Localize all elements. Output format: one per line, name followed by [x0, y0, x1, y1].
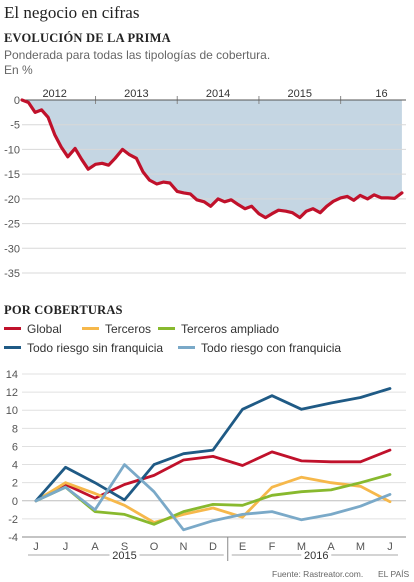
y-tick-label: 8	[12, 423, 18, 435]
legend-swatch	[4, 346, 21, 350]
x-tick-label: O	[150, 541, 159, 553]
x-tick-label: N	[180, 541, 188, 553]
year-label: 2014	[206, 88, 230, 100]
y-tick-label: -10	[4, 144, 20, 156]
x-tick-label: J	[387, 541, 393, 553]
legend-swatch	[158, 327, 175, 331]
chart1-unit: En %	[4, 63, 33, 77]
legend-swatch	[82, 327, 99, 331]
y-tick-label: 2	[12, 478, 18, 490]
y-tick-label: 0	[14, 95, 20, 107]
x-tick-label: F	[269, 541, 276, 553]
year-label: 2016	[304, 550, 328, 562]
y-tick-label: -20	[4, 194, 20, 206]
chart1-subtitle: Ponderada para todas las tipologías de c…	[4, 48, 271, 62]
legend-swatch	[4, 327, 21, 331]
y-tick-label: -2	[8, 514, 18, 526]
series-line	[34, 463, 392, 532]
y-tick-label: 0	[12, 496, 18, 508]
y-tick-label: 12	[6, 387, 18, 399]
y-tick-label: 10	[6, 405, 18, 417]
legend-item: Terceros	[82, 322, 151, 336]
series-line	[34, 473, 392, 526]
x-tick-label: M	[356, 541, 365, 553]
x-tick-label: A	[327, 541, 335, 553]
x-tick-label: E	[239, 541, 246, 553]
y-tick-label: -5	[10, 120, 20, 132]
year-label: 16	[375, 88, 387, 100]
x-tick-label: A	[91, 541, 99, 553]
page-title: El negocio en cifras	[4, 3, 140, 22]
legend-label: Terceros	[105, 322, 152, 336]
year-label: 2013	[124, 88, 148, 100]
legend-item: Todo riesgo con franquicia	[178, 341, 341, 355]
legend-label: Global	[27, 322, 62, 336]
series-line	[34, 387, 392, 503]
y-tick-label: -30	[4, 243, 20, 255]
area-fill	[22, 100, 402, 218]
coberturas-line-chart: 14 12 10 8 6 4 2 0 -2 -4 J J A S O N D E F M A M J 2015 2016	[6, 369, 406, 562]
y-tick-label: -4	[8, 532, 18, 544]
year-label: 2015	[112, 550, 136, 562]
x-tick-label: M	[297, 541, 306, 553]
y-tick-label: -35	[4, 268, 20, 280]
brand-label: EL PAÍS	[378, 569, 410, 579]
prima-area-chart: 0 -5 -10 -15 -20 -25 -30 -35 2012 2013 2014 2015 16	[4, 88, 406, 280]
source-note: Fuente: Rastreator.com.	[272, 569, 364, 579]
y-tick-label: 14	[6, 369, 18, 381]
x-tick-label: J	[63, 541, 69, 553]
legend-label: Terceros ampliado	[181, 322, 280, 336]
legend-item: Global	[4, 322, 62, 336]
legend-swatch	[178, 346, 195, 350]
y-tick-label: -25	[4, 219, 20, 231]
y-tick-label: 6	[12, 441, 18, 453]
legend-item: Terceros ampliado	[158, 322, 279, 336]
year-label: 2012	[42, 88, 66, 100]
x-tick-label: J	[33, 541, 39, 553]
prima-series-line	[20, 98, 404, 220]
section-title-evolucion: EVOLUCIÓN DE LA PRIMA	[4, 31, 171, 45]
series-line	[34, 475, 392, 524]
legend-label: Todo riesgo con franquicia	[201, 341, 342, 355]
series-line	[34, 448, 392, 503]
x-tick-label: S	[121, 541, 128, 553]
y-tick-label: 4	[12, 460, 18, 472]
year-label: 2015	[288, 88, 312, 100]
legend-item: Todo riesgo sin franquicia	[4, 341, 163, 355]
legend-label: Todo riesgo sin franquicia	[27, 341, 164, 355]
y-tick-label: -15	[4, 169, 20, 181]
x-tick-label: D	[209, 541, 217, 553]
section-title-coberturas: POR COBERTURAS	[4, 303, 123, 317]
